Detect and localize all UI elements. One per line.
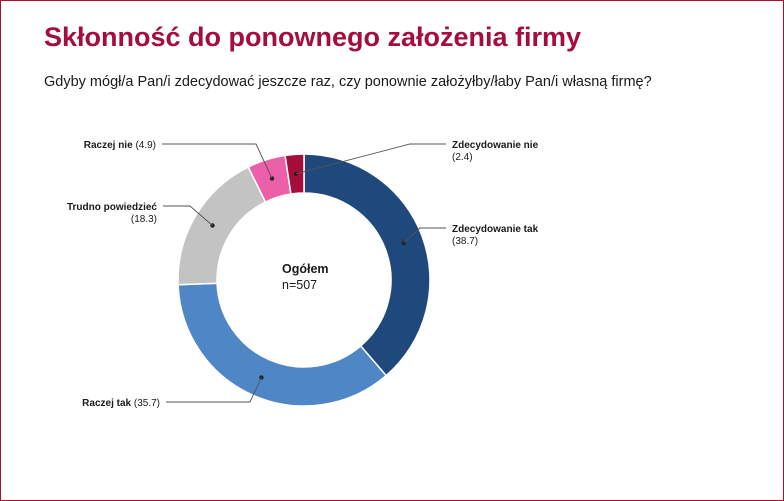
leader-line (162, 143, 273, 179)
slice-label-name: Raczej tak (82, 398, 134, 409)
chart-subtitle: Gdyby mógł/a Pan/i zdecydować jeszcze ra… (44, 74, 652, 90)
leader-dot (293, 171, 299, 177)
slice-zdecydowanie-tak (303, 153, 431, 377)
leader-line (403, 227, 446, 244)
chart-title: Skłonność do ponownego założenia firmy (44, 22, 582, 52)
label-leaders (162, 143, 446, 403)
slice-label: Raczej nie (4.9) (84, 140, 156, 151)
leader-dot (259, 375, 264, 380)
slice-label-name: Trudno powiedzieć (67, 202, 157, 213)
leader-line (295, 143, 446, 175)
leader-line (163, 205, 213, 226)
slice-label-name: Raczej nie (84, 140, 136, 151)
leader-line (166, 377, 262, 403)
slice-labels: Zdecydowanie tak(38.7) Raczej tak (35.7) T… (67, 140, 539, 409)
slice-label: Raczej tak (35.7) (82, 398, 160, 409)
slice-label-value: (35.7) (134, 398, 160, 409)
slice-label-value: (18.3) (131, 214, 157, 225)
center-sublabel: n=507 (282, 278, 317, 292)
slice-raczej-tak (177, 282, 388, 407)
slice-label-value: (4.9) (135, 140, 156, 151)
slice-label-name: Zdecydowanie nie (452, 140, 539, 151)
slice-label-name: Zdecydowanie tak (452, 224, 539, 235)
slice-label-value: (2.4) (452, 152, 473, 163)
slice-trudno-powiedziec (177, 166, 267, 286)
slice-label-value: (38.7) (452, 236, 478, 247)
center-label: Ogółem (282, 262, 329, 276)
